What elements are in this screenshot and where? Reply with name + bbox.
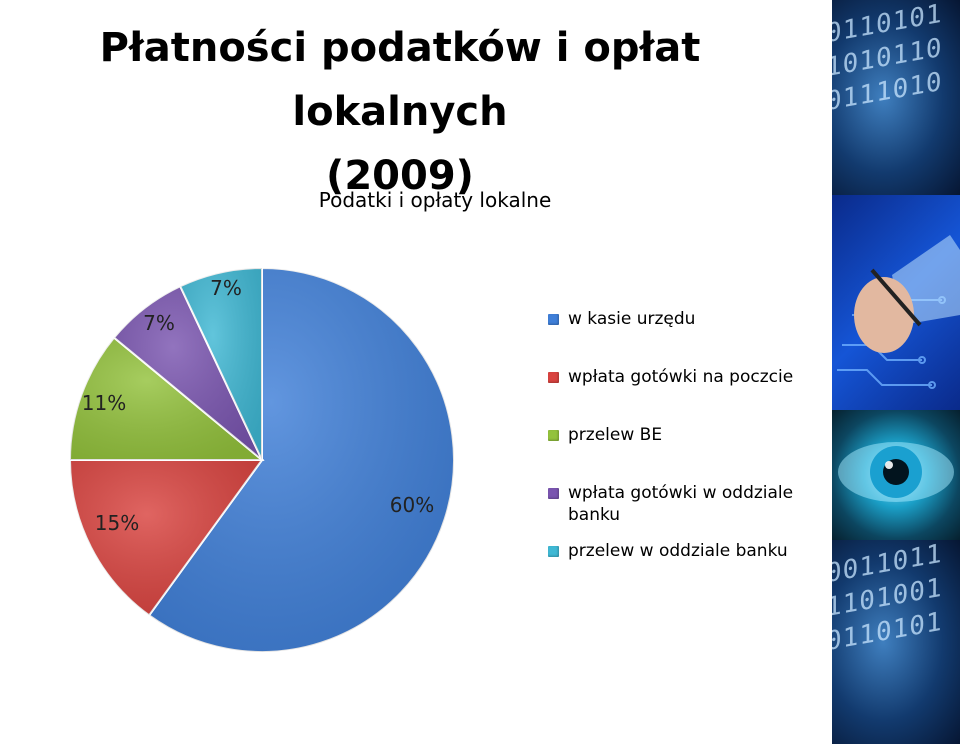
pie-slice-shading	[70, 460, 262, 616]
legend-item: wpłata gotówki w oddziale banku	[548, 482, 828, 526]
pie-slice-shading	[114, 286, 262, 460]
pie-slice-shading	[70, 337, 262, 460]
hand-pen-illustration	[837, 235, 960, 389]
slide-title-line2: (2009)	[326, 153, 474, 199]
legend-label: w kasie urzędu	[568, 309, 696, 329]
legend-item: w kasie urzędu	[548, 308, 828, 330]
legend-item: przelew w oddziale banku	[548, 540, 828, 562]
legend-item: wpłata gotówki na poczcie	[548, 366, 828, 388]
legend-label: wpłata gotówki na poczcie	[568, 367, 794, 387]
legend-label: przelew BE	[568, 425, 663, 445]
decorative-image-strip: 0110101 1010110 0111010 0011011	[832, 0, 960, 744]
binary-code-image: 0110101 1010110 0111010	[832, 0, 960, 195]
pie-slice-shading	[180, 268, 262, 460]
legend-label: przelew w oddziale banku	[568, 541, 788, 561]
binary-code-text: 0011011 1101001 0110101	[832, 540, 943, 658]
legend-swatch	[548, 546, 559, 557]
binary-code-image-bottom: 0011011 1101001 0110101	[832, 540, 960, 744]
chart-title: Podatki i opłaty lokalne	[318, 188, 552, 212]
pie-data-label: 7%	[143, 311, 175, 335]
chart-legend: w kasie urzędu wpłata gotówki na poczcie…	[548, 308, 828, 598]
slide-title-line1: Płatności podatków i opłat lokalnych	[99, 25, 701, 135]
slide-title: Płatności podatków i opłat lokalnych (20…	[0, 16, 800, 208]
eye-image	[832, 410, 960, 540]
binary-code-text: 0110101 1010110 0111010	[832, 0, 943, 118]
legend-label: wpłata gotówki w oddziale banku	[568, 483, 794, 525]
pie-data-label: 15%	[95, 511, 139, 535]
pie-data-label: 60%	[390, 493, 434, 517]
legend-swatch	[548, 372, 559, 383]
pie-slice-shading	[149, 268, 455, 653]
eye-illustration	[838, 442, 954, 502]
pie-chart: 60% 15% 11% 7% 7%	[68, 266, 455, 653]
legend-swatch	[548, 430, 559, 441]
pie-data-label: 11%	[82, 391, 126, 415]
hand-with-pen-image	[832, 195, 960, 410]
pie-data-label: 7%	[210, 276, 242, 300]
legend-swatch	[548, 314, 559, 325]
legend-item: przelew BE	[548, 424, 828, 446]
legend-swatch	[548, 488, 559, 499]
